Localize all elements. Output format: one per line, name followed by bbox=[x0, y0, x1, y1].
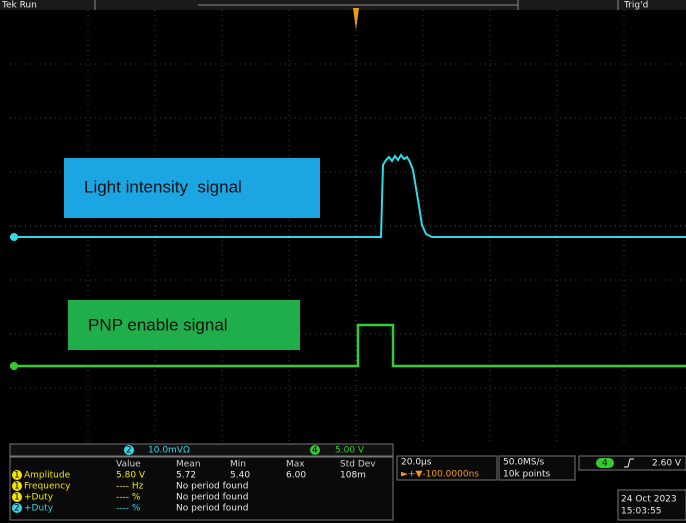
trigger-level: 2.60 V bbox=[652, 459, 682, 469]
channel-badge bbox=[12, 481, 22, 491]
acquisition-panel bbox=[498, 455, 576, 481]
status-run: Tek Run bbox=[1, 1, 37, 11]
measurement-cell: 5.40 bbox=[230, 471, 250, 481]
channel-badge bbox=[12, 492, 22, 502]
status-trigger: Trig'd bbox=[623, 1, 648, 11]
channel-number: 4 bbox=[312, 446, 318, 456]
annotation-text: PNP enable signal bbox=[88, 315, 228, 334]
column-header: Std Dev bbox=[340, 460, 376, 470]
measurement-cell: ---- Hz bbox=[116, 482, 144, 492]
column-header: Min bbox=[230, 460, 246, 470]
channel-2-waveform bbox=[10, 153, 686, 238]
row-channel: 1 bbox=[14, 493, 20, 503]
channel-scale: 10.0mVΩ bbox=[148, 446, 190, 456]
channel-badge bbox=[124, 445, 134, 455]
graticule bbox=[10, 10, 686, 443]
channel-4-marker bbox=[10, 362, 18, 370]
annotation-text: Light intensity signal bbox=[84, 177, 242, 196]
measurement-cell: No period found bbox=[176, 504, 248, 514]
measurement-panel bbox=[9, 456, 394, 521]
channel-scale: 5.00 V bbox=[335, 446, 365, 456]
channel-badge bbox=[310, 445, 320, 455]
date: 24 Oct 2023 bbox=[621, 495, 677, 505]
record-length: 10k points bbox=[503, 470, 550, 480]
measurement-cell: ---- % bbox=[116, 504, 141, 514]
measurement-cell: 108m bbox=[340, 471, 366, 481]
column-header: Mean bbox=[176, 460, 201, 470]
channel-badge bbox=[12, 470, 22, 480]
trigger-channel: 4 bbox=[602, 459, 608, 469]
channel-badge bbox=[596, 458, 614, 468]
annotation-box bbox=[64, 158, 320, 218]
measurement-cell: No period found bbox=[176, 493, 248, 503]
measurement-name: Frequency bbox=[24, 482, 71, 492]
row-channel: 2 bbox=[14, 504, 20, 514]
channel-4-waveform bbox=[10, 323, 686, 368]
trigger-marker bbox=[353, 8, 359, 30]
column-header: Value bbox=[116, 460, 141, 470]
column-header: Max bbox=[286, 460, 305, 470]
sample-rate: 50.0MS/s bbox=[503, 458, 545, 468]
time: 15:03:55 bbox=[621, 507, 661, 517]
measurement-cell: 5.72 bbox=[176, 471, 196, 481]
timebase-panel bbox=[396, 455, 498, 481]
datetime-panel bbox=[617, 489, 686, 521]
annotation-box bbox=[68, 300, 300, 350]
channel-2-marker bbox=[10, 233, 18, 241]
measurement-name: +Duty bbox=[24, 504, 54, 514]
row-channel: 1 bbox=[14, 482, 20, 492]
channel-scale-bar bbox=[9, 443, 394, 457]
measurement-cell: 6.00 bbox=[286, 471, 306, 481]
measurement-cell: No period found bbox=[176, 482, 248, 492]
measurement-name: Amplitude bbox=[24, 471, 71, 481]
channel-number: 2 bbox=[126, 446, 132, 456]
measurement-cell: 5.80 V bbox=[116, 471, 146, 481]
measurement-rows: 1 Amplitude 5.80 V 5.72 5.40 6.00 108m 1 Frequen… bbox=[12, 470, 366, 514]
measurement-name: +Duty bbox=[24, 493, 54, 503]
measurement-cell: ---- % bbox=[116, 493, 141, 503]
time-offset: ►+▼-100.0000ns bbox=[401, 470, 479, 480]
trigger-slope bbox=[624, 458, 634, 468]
time-scale: 20.0µs bbox=[401, 458, 432, 468]
channel-badge bbox=[12, 503, 22, 513]
row-channel: 1 bbox=[14, 471, 20, 481]
